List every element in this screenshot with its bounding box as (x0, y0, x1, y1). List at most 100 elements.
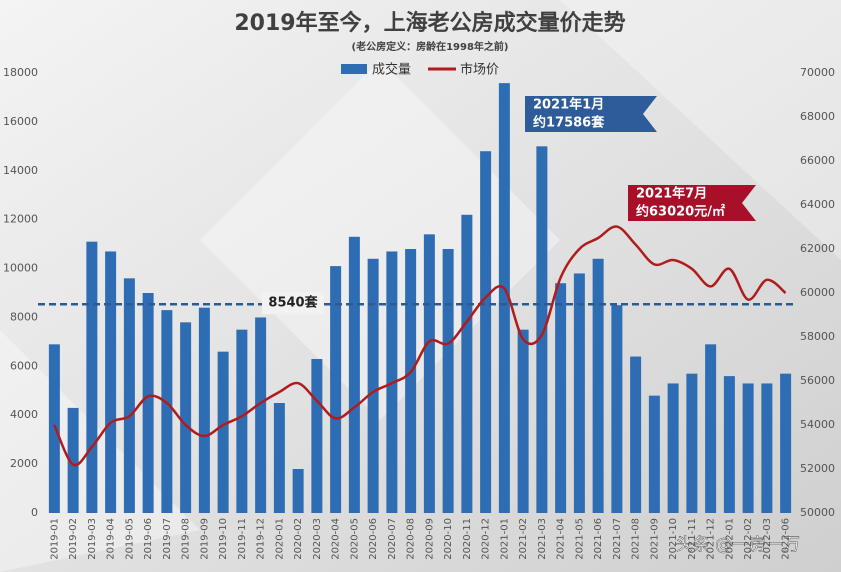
legend-label: 市场价 (460, 62, 499, 78)
x-tick-label: 2020-07 (387, 518, 398, 560)
y2-tick-label: 70000 (800, 66, 835, 79)
bar (105, 251, 117, 513)
x-tick-label: 2021-12 (706, 518, 717, 560)
bar (705, 344, 717, 513)
y-tick-label: 10000 (3, 262, 38, 275)
bar (367, 258, 379, 513)
legend-swatch (341, 64, 367, 74)
x-tick-label: 2020-06 (368, 518, 379, 560)
bar (442, 249, 454, 513)
bar (348, 236, 360, 513)
x-tick-label: 2019-06 (143, 518, 154, 560)
bar (217, 351, 229, 513)
x-tick-label: 2019-04 (106, 518, 117, 560)
x-tick-label: 2021-01 (499, 518, 510, 560)
y-tick-label: 8000 (10, 310, 38, 323)
bar (780, 373, 792, 513)
x-tick-label: 2020-11 (462, 518, 473, 560)
y-tick-label: 6000 (10, 359, 38, 372)
bar (161, 310, 173, 513)
y-tick-label: 4000 (10, 408, 38, 421)
x-tick-label: 2021-06 (593, 518, 604, 560)
x-tick-label: 2021-03 (537, 518, 548, 560)
bar (236, 329, 248, 513)
bar (555, 283, 567, 513)
x-tick-label: 2022-03 (762, 518, 773, 560)
y-tick-label: 14000 (3, 164, 38, 177)
bar (67, 407, 79, 513)
x-tick-label: 2020-03 (312, 518, 323, 560)
y2-tick-label: 54000 (800, 418, 835, 431)
x-tick-label: 2019-12 (256, 518, 267, 560)
x-tick-label: 2019-01 (49, 518, 60, 560)
x-tick-label: 2020-12 (481, 518, 492, 560)
chart-title: 2019年至今，上海老公房成交量价走势 (234, 10, 625, 36)
x-tick-label: 2020-09 (424, 518, 435, 560)
bar (273, 403, 285, 513)
x-tick-label: 2021-07 (612, 518, 623, 560)
bar (311, 359, 323, 513)
y2-tick-label: 56000 (800, 374, 835, 387)
bar (292, 469, 304, 513)
bar (667, 383, 679, 513)
reference-label: 8540套 (268, 295, 318, 311)
y2-tick-label: 52000 (800, 462, 835, 475)
x-tick-label: 2022-01 (724, 518, 735, 560)
bar (86, 241, 98, 513)
bar (461, 214, 473, 513)
y2-tick-label: 68000 (800, 110, 835, 123)
bar (536, 146, 548, 514)
annotation-flag (525, 96, 657, 132)
bar (123, 278, 135, 513)
bar (517, 329, 529, 513)
y-tick-label: 12000 (3, 213, 38, 226)
bar (742, 383, 754, 513)
bar (592, 258, 604, 513)
watermark: 头条 @一房一万 (676, 535, 800, 555)
annotation-flag (628, 185, 756, 221)
x-tick-label: 2020-01 (274, 518, 285, 560)
x-tick-label: 2019-11 (237, 518, 248, 560)
bar (573, 273, 585, 513)
x-tick-label: 2021-05 (574, 518, 585, 560)
y2-tick-label: 58000 (800, 330, 835, 343)
y2-tick-label: 64000 (800, 198, 835, 211)
annotation-text: 2021年7月 (636, 186, 707, 202)
y-tick-label: 0 (31, 506, 38, 519)
reference-label-box (262, 292, 324, 315)
annotation-text: 约17586套 (533, 115, 605, 131)
x-tick-label: 2021-02 (518, 518, 529, 560)
annotation-text: 2021年1月 (533, 97, 604, 113)
x-tick-label: 2022-06 (781, 518, 792, 560)
bar (686, 373, 698, 513)
chart-subtitle: (老公房定义：房龄在1998年之前) (352, 40, 509, 53)
x-tick-label: 2021-11 (687, 518, 698, 560)
x-tick-label: 2021-08 (631, 518, 642, 560)
x-tick-label: 2020-04 (331, 518, 342, 560)
y2-tick-label: 50000 (800, 506, 835, 519)
bar (142, 293, 154, 513)
y-tick-label: 2000 (10, 457, 38, 470)
legend-label: 成交量 (372, 62, 411, 78)
bar (480, 151, 492, 513)
bar (761, 383, 773, 513)
bar (423, 234, 435, 514)
bar (630, 356, 642, 513)
bar (723, 376, 735, 513)
y2-tick-label: 66000 (800, 154, 835, 167)
x-tick-label: 2020-05 (349, 518, 360, 560)
x-tick-label: 2021-09 (649, 518, 660, 560)
bar (611, 305, 623, 513)
x-tick-label: 2021-10 (668, 518, 679, 560)
x-tick-label: 2022-02 (743, 518, 754, 560)
y-tick-label: 16000 (3, 115, 38, 128)
bar (198, 307, 210, 513)
x-tick-label: 2020-10 (443, 518, 454, 560)
x-tick-label: 2019-07 (162, 518, 173, 560)
y-tick-label: 18000 (3, 66, 38, 79)
x-tick-label: 2020-02 (293, 518, 304, 560)
bar (255, 317, 267, 513)
bar (48, 344, 60, 513)
bar (498, 83, 510, 514)
